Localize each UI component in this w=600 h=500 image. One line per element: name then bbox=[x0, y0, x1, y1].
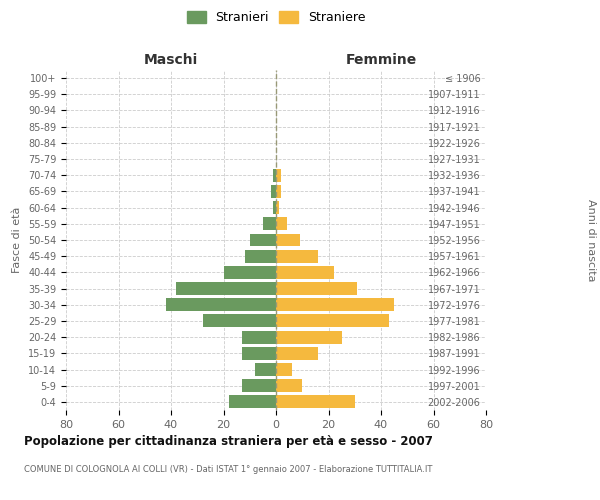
Bar bbox=[276, 266, 334, 279]
Y-axis label: Fasce di età: Fasce di età bbox=[13, 207, 22, 273]
Text: Femmine: Femmine bbox=[346, 53, 416, 67]
Bar bbox=[274, 201, 276, 214]
Bar bbox=[263, 218, 276, 230]
Bar bbox=[276, 282, 358, 295]
Text: Popolazione per cittadinanza straniera per età e sesso - 2007: Popolazione per cittadinanza straniera p… bbox=[24, 435, 433, 448]
Bar bbox=[276, 330, 341, 344]
Bar bbox=[223, 266, 276, 279]
Bar bbox=[276, 396, 355, 408]
Bar bbox=[245, 250, 276, 262]
Bar bbox=[276, 250, 318, 262]
Bar bbox=[276, 379, 302, 392]
Bar bbox=[276, 218, 287, 230]
Legend: Stranieri, Straniere: Stranieri, Straniere bbox=[187, 11, 365, 24]
Bar bbox=[255, 363, 276, 376]
Bar bbox=[276, 169, 281, 181]
Bar bbox=[242, 379, 276, 392]
Bar bbox=[176, 282, 276, 295]
Bar bbox=[203, 314, 276, 328]
Bar bbox=[250, 234, 276, 246]
Bar bbox=[276, 314, 389, 328]
Bar bbox=[276, 234, 299, 246]
Text: COMUNE DI COLOGNOLA AI COLLI (VR) - Dati ISTAT 1° gennaio 2007 - Elaborazione TU: COMUNE DI COLOGNOLA AI COLLI (VR) - Dati… bbox=[24, 465, 433, 474]
Bar bbox=[229, 396, 276, 408]
Bar bbox=[276, 363, 292, 376]
Bar bbox=[271, 185, 276, 198]
Text: Maschi: Maschi bbox=[144, 53, 198, 67]
Bar bbox=[276, 347, 318, 360]
Bar bbox=[166, 298, 276, 311]
Bar bbox=[274, 169, 276, 181]
Bar bbox=[276, 201, 278, 214]
Bar bbox=[276, 185, 281, 198]
Text: Anni di nascita: Anni di nascita bbox=[586, 198, 596, 281]
Bar bbox=[242, 347, 276, 360]
Bar bbox=[242, 330, 276, 344]
Bar bbox=[276, 298, 394, 311]
